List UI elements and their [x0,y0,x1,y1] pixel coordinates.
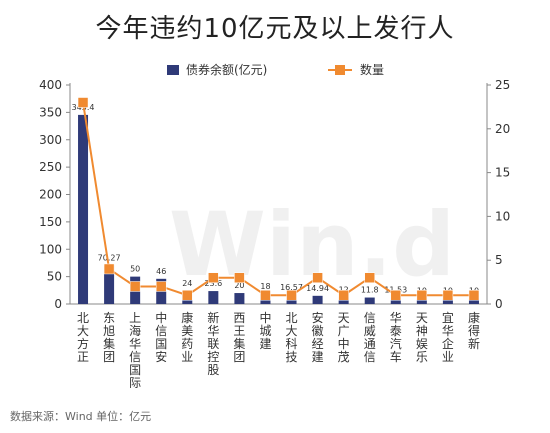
line-marker [182,289,193,301]
right-axis-tick-label: 20 [495,122,510,136]
right-axis-tick-label: 25 [495,78,510,92]
legend-swatch-marker [335,65,345,75]
bar-data-label: 20 [234,281,244,290]
category-label: 新华联控股 [207,310,219,377]
line-marker [155,281,167,292]
right-axis-tick-label: 0 [495,297,503,311]
left-axis-tick-label: 400 [39,78,62,92]
left-axis-tick-label: 100 [39,242,62,256]
legend-swatch-bar [167,65,179,75]
left-axis-tick-label: 0 [54,297,62,311]
line-marker [416,289,428,301]
category-label: 信威通信 [364,311,376,364]
axes: 0 50 100 150 200 250 300 350 400 0 5 10 15 20 25 [39,78,510,311]
category-label: 康得新 [468,310,480,351]
legend-label-bar: 债券余额(亿元) [186,62,267,77]
line-marker [234,272,245,283]
category-label: 北大方正 [77,311,89,364]
bar-data-label: 12 [339,285,349,294]
category-label: 天广中茂 [338,311,350,364]
line-path [82,102,474,297]
category-label: 康美药业 [181,310,193,364]
right-axis-tick-label: 10 [495,209,510,223]
bar [208,291,219,304]
bar-data-label: 50 [130,265,140,274]
category-label: 天神娱乐 [416,311,428,364]
bar [390,297,401,304]
bar [442,298,453,304]
category-labels: 北大方正 东旭集团 上海华信国际 中信国安 康美药业 新华联控股 西王集团 中城建 北大科技 安徽… [77,310,480,390]
line-marker [208,272,219,283]
line-marker [77,97,89,108]
bar [312,295,323,304]
line-marker [103,263,115,275]
line-marker [260,289,271,301]
bar-data-label: 46 [156,267,166,276]
line-marker [468,289,480,301]
left-axis-tick-label: 150 [39,215,62,229]
bar-data-label: 23.6 [204,279,222,288]
right-axis-tick-label: 15 [495,166,510,180]
left-axis-tick-label: 350 [39,105,62,119]
category-label: 华泰汽车 [390,311,402,364]
category-label: 中城建 [259,310,271,351]
chart-title: 今年违约10亿元及以上发行人 [95,14,455,44]
category-label: 西王集团 [233,311,245,364]
bar-data-label: 11.8 [361,286,379,295]
line-marker [129,281,141,292]
category-label: 中信国安 [155,310,167,364]
bar [78,114,89,305]
bar-data-label: 24 [182,279,192,288]
bar-data-label: 14.94 [306,284,329,293]
bar [338,297,349,304]
left-axis-tick-label: 50 [47,270,62,284]
category-label: 安徽经建 [312,310,324,364]
bar [468,298,479,304]
bar [416,298,427,304]
legend-label-line: 数量 [360,62,384,77]
line-series [77,97,480,301]
category-label: 东旭集团 [103,311,115,364]
left-axis-tick-label: 300 [39,133,62,147]
line-marker [286,289,297,301]
bar-data-label: 18 [260,282,270,291]
bar [234,293,245,304]
source-note: 数据来源：Wind 单位：亿元 [10,410,152,423]
left-axis-tick-label: 200 [39,188,62,202]
line-marker [338,289,349,301]
category-label: 北大科技 [286,311,298,364]
line-marker [442,289,454,301]
line-marker [390,289,402,301]
bar [364,297,375,304]
category-label: 宜华企业 [442,310,454,364]
bar [104,265,115,304]
right-axis-tick-label: 5 [495,253,503,267]
category-label: 上海华信国际 [129,311,141,390]
left-axis-tick-label: 250 [39,160,62,174]
legend: 债券余额(亿元) 数量 [167,62,384,77]
bar-data-label: 70.27 [98,254,121,263]
line-marker [364,272,375,283]
bar-data-label: 16.57 [280,283,303,292]
line-marker [312,272,323,283]
